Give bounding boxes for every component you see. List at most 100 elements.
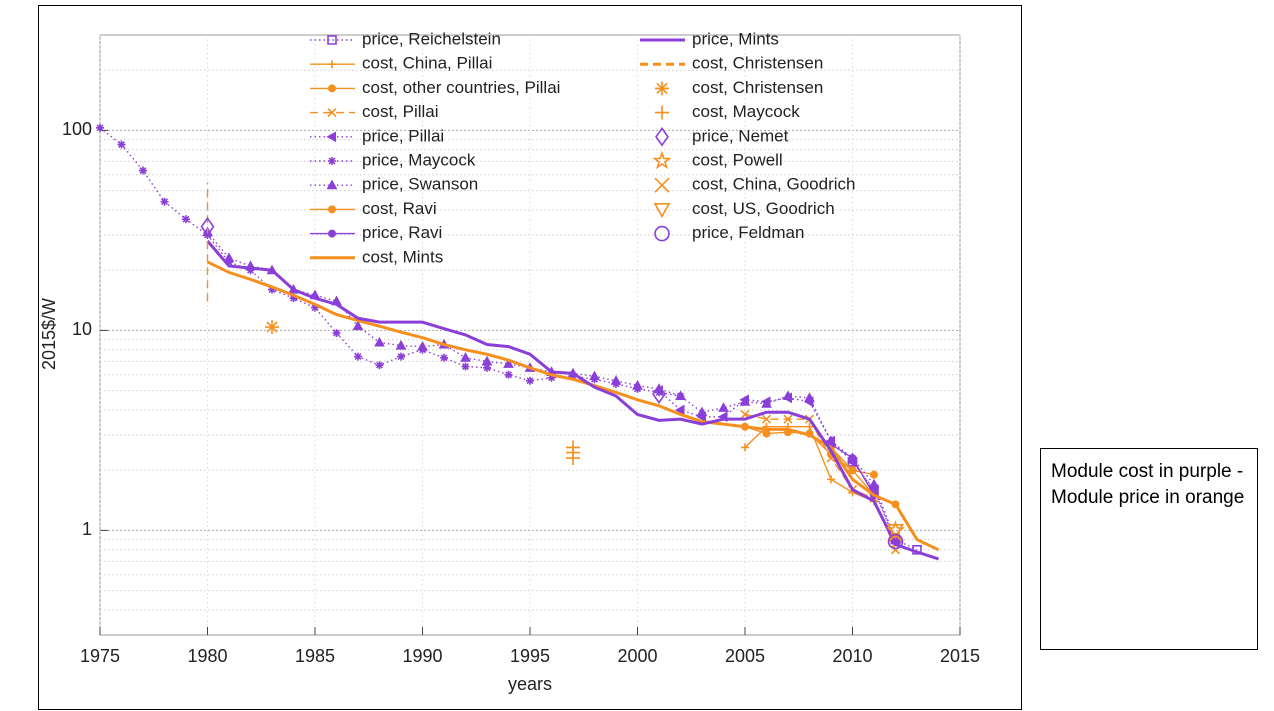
marker (440, 353, 448, 362)
legend-label: cost, Christensen (692, 54, 823, 73)
marker (848, 454, 857, 463)
legend-marker (327, 229, 336, 238)
marker (652, 384, 666, 404)
marker (887, 524, 904, 540)
legend-label: cost, Powell (692, 150, 783, 169)
series-line (206, 240, 939, 561)
marker (674, 404, 685, 416)
marker (848, 466, 857, 475)
annotation: Module cost in purple - Module price in … (1040, 448, 1258, 650)
marker (589, 370, 600, 381)
x-axis-label: years (508, 674, 552, 694)
marker (246, 266, 255, 275)
marker (741, 443, 749, 452)
marker (311, 303, 319, 312)
y-axis-label: 2015$/W (39, 298, 59, 370)
marker (375, 361, 384, 370)
legend-marker (327, 108, 337, 118)
marker (805, 422, 814, 431)
legend-label: cost, Christensen (692, 78, 823, 97)
frame (38, 5, 1022, 710)
legend-label: cost, other countries, Pillai (362, 78, 560, 97)
marker (761, 398, 772, 408)
legend-label: cost, Pillai (362, 102, 439, 121)
x-tick-label: 2005 (725, 646, 765, 666)
x-tick-label: 1975 (80, 646, 120, 666)
legend-marker (328, 60, 336, 69)
marker (739, 396, 751, 406)
series-line (99, 127, 681, 397)
legend-label: price, Nemet (692, 126, 789, 145)
legend-marker (327, 205, 336, 214)
marker (96, 123, 104, 132)
legend-marker (327, 35, 337, 45)
marker (461, 362, 470, 371)
marker (632, 379, 643, 390)
marker (890, 545, 901, 555)
marker (783, 414, 793, 424)
marker (503, 358, 514, 368)
legend-marker (653, 203, 671, 219)
marker (397, 352, 405, 361)
marker (160, 197, 169, 206)
legend-marker (655, 105, 669, 120)
marker (200, 216, 215, 237)
marker (268, 285, 276, 294)
legend-label: cost, US, Goodrich (692, 199, 835, 218)
legend: price, Reichelstein cost, China, Pillai co… (310, 29, 855, 266)
legend-marker (654, 177, 670, 193)
marker (481, 355, 493, 366)
legend-marker (327, 84, 336, 93)
y-tick-label: 1 (82, 519, 92, 539)
marker (117, 140, 126, 149)
marker (289, 294, 298, 303)
legend-marker (326, 179, 338, 190)
legend-marker (652, 150, 672, 170)
marker (526, 376, 534, 385)
marker (374, 336, 385, 347)
marker (182, 215, 190, 224)
marker (869, 470, 878, 479)
y-tick-label: 100 (62, 119, 92, 139)
series-line (206, 260, 940, 552)
x-tick-label: 2015 (940, 646, 980, 666)
marker (504, 370, 513, 379)
legend-label: price, Pillai (362, 126, 444, 145)
marker (718, 402, 729, 412)
marker (223, 252, 235, 263)
marker (868, 478, 880, 489)
marker (804, 392, 815, 402)
x-tick-label: 1985 (295, 646, 335, 666)
marker (139, 166, 147, 175)
legend-label: cost, China, Goodrich (692, 175, 855, 194)
x-tick-label: 2010 (832, 646, 872, 666)
marker (460, 352, 471, 362)
marker (761, 414, 772, 424)
legend-label: cost, China, Pillai (362, 54, 492, 73)
marker (547, 373, 556, 382)
marker (696, 406, 708, 417)
marker (417, 340, 428, 351)
legend-label: price, Swanson (362, 175, 478, 194)
legend-label: cost, Ravi (362, 199, 437, 218)
x-tick-label: 1980 (187, 646, 227, 666)
legend-marker (655, 127, 669, 147)
marker (354, 352, 362, 361)
legend-marker (326, 131, 336, 143)
legend-marker (328, 157, 336, 165)
legend-marker (655, 81, 669, 96)
x-tick-label: 1995 (510, 646, 550, 666)
legend-label: price, Maycock (362, 150, 476, 169)
x-tick-label: 2000 (617, 646, 657, 666)
marker (395, 339, 407, 350)
legend-marker (654, 225, 670, 242)
marker (332, 329, 341, 338)
marker (265, 320, 279, 335)
marker (675, 390, 686, 401)
legend-label: cost, Maycock (692, 102, 800, 121)
legend-label: price, Feldman (692, 223, 804, 242)
marker (782, 390, 794, 401)
x-tick-label: 1990 (402, 646, 442, 666)
legend-label: price, Mints (692, 29, 779, 48)
